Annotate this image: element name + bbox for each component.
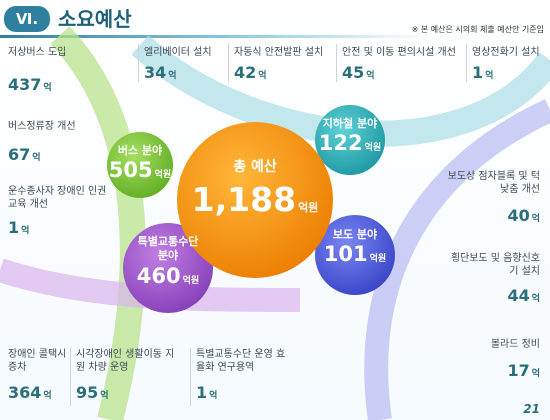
item-elevator-unit: 억 bbox=[168, 71, 177, 81]
category-special-value: 460 bbox=[136, 264, 181, 288]
item-call-taxi-unit: 억 bbox=[43, 391, 52, 401]
total-unit: 억원 bbox=[298, 201, 319, 214]
category-special-unit: 억원 bbox=[182, 276, 200, 286]
item-crosswalk-unit: 억 bbox=[531, 294, 540, 304]
sidewalk-circle bbox=[315, 215, 395, 295]
item-convenience-label: 안전 및 이동 편의시설 개선 bbox=[342, 47, 456, 58]
item-low-floor-bus-amount: 437 억 bbox=[8, 76, 52, 97]
category-special: 특별교통수단 분야 460 억원 bbox=[126, 235, 210, 303]
item-low-floor-bus-label: 저상버스 도입 bbox=[8, 47, 67, 58]
item-visual-impaired-value: 95 bbox=[76, 383, 99, 402]
title-underline bbox=[0, 35, 430, 38]
item-bollard-value: 17 bbox=[507, 361, 530, 380]
item-low-floor-bus-value: 437 bbox=[8, 75, 42, 94]
item-braille-block-amount: 40 억 bbox=[470, 207, 540, 228]
item-braille-block-unit: 억 bbox=[531, 214, 540, 224]
item-crosswalk-amount: 44 억 bbox=[470, 287, 540, 308]
page-number: 21 bbox=[523, 402, 540, 416]
category-bus-unit: 억원 bbox=[154, 170, 172, 180]
item-driver-training-unit: 억 bbox=[21, 226, 30, 236]
page-title: 소요예산 bbox=[58, 7, 132, 31]
item-video-phone-unit: 억 bbox=[485, 71, 494, 81]
item-driver-training-label: 운수종사자 장애인 인권교육 개선 bbox=[8, 186, 107, 210]
total-label: 총 예산 bbox=[233, 159, 277, 175]
item-call-taxi-value: 364 bbox=[8, 383, 42, 402]
subway-circle bbox=[315, 105, 385, 175]
special-circle bbox=[123, 223, 213, 313]
category-subway: 지하철 분야 122 억원 bbox=[310, 117, 390, 167]
item-call-taxi-label: 장애인 콜택시 증차 bbox=[8, 349, 67, 373]
item-visual-impaired-amount: 95 억 bbox=[76, 384, 109, 405]
item-safety-plate-amount: 42 억 bbox=[234, 64, 267, 85]
item-crosswalk-value: 44 bbox=[507, 286, 530, 305]
total-budget: 총 예산 1,188 억원 bbox=[177, 150, 333, 250]
item-crosswalk-label: 횡단보도 및 음향신호기 설치 bbox=[450, 253, 540, 277]
item-bus-stop-amount: 67 억 bbox=[8, 146, 41, 167]
total-value-line: 1,188 억원 bbox=[177, 180, 333, 228]
item-safety-plate-label: 자동식 안전발판 설치 bbox=[234, 47, 324, 58]
item-safety-plate-unit: 억 bbox=[258, 71, 267, 81]
item-bollard-unit: 억 bbox=[531, 369, 540, 379]
sidewalk-arc bbox=[364, 99, 550, 420]
item-bollard-label: 볼라드 정비 bbox=[490, 339, 540, 350]
total-value: 1,188 bbox=[191, 180, 297, 219]
item-convenience-unit: 억 bbox=[366, 71, 375, 81]
item-call-taxi-amount: 364 억 bbox=[8, 384, 52, 405]
section-badge bbox=[4, 6, 50, 32]
category-bus: 버스 분야 505 억원 bbox=[104, 144, 176, 194]
bus-circle bbox=[107, 132, 173, 198]
item-elevator-amount: 34 억 bbox=[144, 64, 177, 85]
budget-note: ※ 본 예산은 시의회 제출 예산안 기준임 bbox=[411, 25, 544, 34]
category-sidewalk-unit: 억원 bbox=[369, 254, 387, 264]
item-braille-block-label: 보도상 점자블록 및 턱낮춤 개선 bbox=[447, 171, 540, 195]
item-bollard-amount: 17 억 bbox=[470, 362, 540, 383]
total-circle bbox=[177, 122, 333, 278]
item-elevator-value: 34 bbox=[144, 63, 167, 82]
item-video-phone-value: 1 bbox=[472, 63, 484, 82]
item-safety-plate-value: 42 bbox=[234, 63, 257, 82]
item-bus-stop-unit: 억 bbox=[32, 153, 41, 163]
item-research-label: 특별교통수단 운영 효율화 연구용역 bbox=[196, 349, 286, 373]
item-bus-stop-label: 버스정류장 개선 bbox=[8, 121, 76, 132]
item-braille-block-value: 40 bbox=[507, 206, 530, 225]
category-subway-unit: 억원 bbox=[364, 143, 382, 153]
item-visual-impaired-label: 시각장애인 생활이동 지원 차량 운영 bbox=[76, 349, 175, 373]
item-research-unit: 억 bbox=[209, 391, 218, 401]
bus-arc bbox=[50, 26, 146, 420]
item-bus-stop-value: 67 bbox=[8, 145, 31, 164]
category-subway-label: 지하철 분야 bbox=[322, 117, 378, 130]
item-elevator-label: 엘리베이터 설치 bbox=[144, 47, 212, 58]
section-number: Ⅵ. bbox=[15, 10, 39, 28]
item-convenience-value: 45 bbox=[342, 63, 365, 82]
item-research-value: 1 bbox=[196, 383, 208, 402]
item-convenience-amount: 45 억 bbox=[342, 64, 375, 85]
category-subway-value: 122 bbox=[318, 131, 363, 155]
category-special-label: 특별교통수단 분야 bbox=[137, 235, 199, 262]
category-sidewalk-value: 101 bbox=[323, 242, 368, 266]
category-bus-label: 버스 분야 bbox=[117, 144, 163, 157]
item-low-floor-bus-unit: 억 bbox=[43, 83, 52, 93]
item-driver-training-value: 1 bbox=[8, 218, 20, 237]
category-sidewalk-label: 보도 분야 bbox=[332, 228, 378, 241]
category-sidewalk: 보도 분야 101 억원 bbox=[318, 228, 392, 278]
category-bus-value: 505 bbox=[108, 158, 153, 182]
item-visual-impaired-unit: 억 bbox=[100, 391, 109, 401]
item-video-phone-label: 영상전화기 설치 bbox=[472, 47, 540, 58]
